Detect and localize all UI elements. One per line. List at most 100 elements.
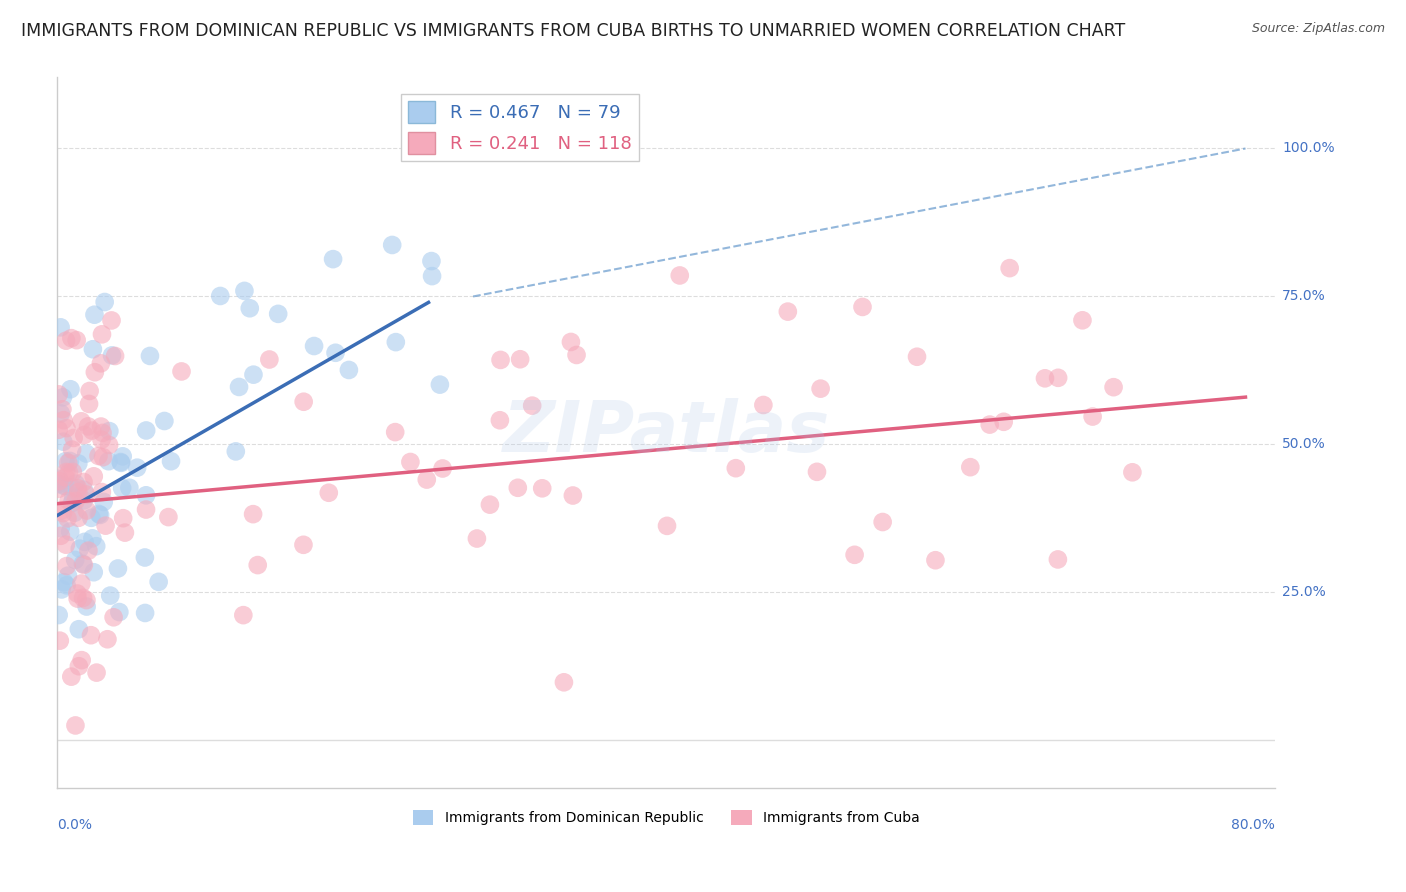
Point: [83, 469, 105, 483]
Point: [104, 349, 127, 363]
Point: [302, 339, 325, 353]
Legend: Immigrants from Dominican Republic, Immigrants from Cuba: Immigrants from Dominican Republic, Immi…: [408, 805, 925, 830]
Point: [385, 335, 408, 350]
Point: [83, 308, 105, 322]
Point: [52, 479, 75, 493]
Point: [72, 591, 94, 605]
Point: [60, 442, 83, 457]
Point: [73, 534, 96, 549]
Point: [56, 568, 79, 582]
Point: [48, 423, 70, 437]
Point: [69, 541, 91, 556]
Point: [531, 481, 554, 495]
Point: [432, 461, 454, 475]
Point: [135, 502, 157, 516]
Point: [49, 407, 72, 421]
Point: [87, 449, 110, 463]
Point: [384, 425, 406, 439]
Point: [55, 559, 77, 574]
Point: [67, 510, 90, 524]
Point: [565, 348, 588, 362]
Point: [53, 470, 76, 484]
Point: [73, 428, 96, 442]
Point: [55, 334, 77, 348]
Point: [91, 450, 114, 465]
Point: [59, 524, 82, 539]
Text: IMMIGRANTS FROM DOMINICAN REPUBLIC VS IMMIGRANTS FROM CUBA BIRTHS TO UNMARRIED W: IMMIGRANTS FROM DOMINICAN REPUBLIC VS IM…: [21, 22, 1125, 40]
Point: [465, 532, 488, 546]
Point: [246, 558, 269, 573]
Point: [134, 606, 156, 620]
Point: [82, 532, 104, 546]
Point: [73, 483, 96, 497]
Point: [58, 456, 80, 470]
Point: [55, 578, 77, 592]
Point: [49, 633, 72, 648]
Point: [76, 503, 98, 517]
Point: [170, 364, 193, 378]
Text: 80.0%: 80.0%: [1232, 818, 1275, 832]
Point: [51, 402, 73, 417]
Point: [776, 304, 799, 318]
Point: [65, 494, 87, 508]
Point: [225, 444, 247, 458]
Point: [70, 414, 93, 428]
Point: [872, 515, 894, 529]
Point: [108, 605, 131, 619]
Point: [135, 488, 157, 502]
Point: [1121, 465, 1143, 479]
Point: [924, 553, 946, 567]
Point: [62, 431, 84, 445]
Point: [77, 397, 100, 411]
Point: [63, 506, 86, 520]
Point: [489, 413, 512, 427]
Point: [49, 521, 72, 535]
Point: [66, 591, 89, 606]
Point: [49, 529, 72, 543]
Point: [1046, 552, 1069, 566]
Point: [242, 368, 264, 382]
Point: [56, 511, 79, 525]
Point: [998, 261, 1021, 276]
Point: [48, 474, 70, 488]
Point: [48, 472, 70, 486]
Point: [75, 593, 97, 607]
Point: [84, 539, 107, 553]
Point: [58, 466, 80, 480]
Point: [724, 461, 747, 475]
Point: [209, 289, 232, 303]
Point: [101, 348, 124, 362]
Point: [655, 519, 678, 533]
Point: [98, 438, 121, 452]
Point: [420, 254, 443, 268]
Point: [553, 675, 575, 690]
Point: [48, 482, 70, 496]
Point: [91, 425, 114, 440]
Point: [267, 307, 290, 321]
Point: [67, 485, 90, 500]
Point: [90, 485, 112, 500]
Point: [127, 460, 149, 475]
Point: [959, 460, 981, 475]
Point: [55, 421, 77, 435]
Point: [82, 424, 104, 438]
Point: [51, 582, 73, 597]
Point: [72, 557, 94, 571]
Point: [59, 454, 82, 468]
Point: [416, 473, 439, 487]
Point: [259, 352, 281, 367]
Point: [48, 476, 70, 491]
Point: [905, 350, 928, 364]
Point: [66, 333, 89, 347]
Point: [806, 465, 828, 479]
Point: [75, 487, 97, 501]
Point: [752, 398, 775, 412]
Point: [83, 566, 105, 580]
Text: Source: ZipAtlas.com: Source: ZipAtlas.com: [1251, 22, 1385, 36]
Point: [67, 659, 90, 673]
Point: [96, 632, 118, 647]
Point: [233, 284, 256, 298]
Point: [77, 419, 100, 434]
Point: [80, 628, 103, 642]
Point: [77, 543, 100, 558]
